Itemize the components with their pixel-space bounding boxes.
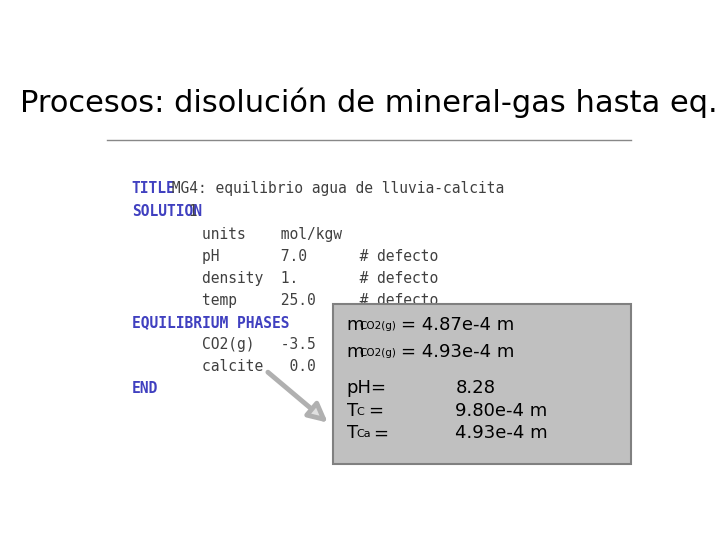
Text: C: C [356, 407, 364, 416]
Text: m: m [347, 343, 364, 361]
Text: =: = [368, 402, 383, 420]
Text: = 4.87e-4 m: = 4.87e-4 m [401, 316, 515, 334]
Text: SOLUTION: SOLUTION [132, 204, 202, 219]
Text: 1: 1 [181, 204, 198, 219]
Text: units    mol/kgw: units mol/kgw [132, 227, 342, 242]
Text: TITLE: TITLE [132, 181, 176, 196]
FancyBboxPatch shape [333, 304, 631, 464]
Text: temp     25.0     # defecto: temp 25.0 # defecto [132, 293, 438, 308]
Text: 9.80e-4 m: 9.80e-4 m [456, 402, 548, 420]
Text: END: END [132, 381, 158, 396]
Text: Ca: Ca [356, 429, 372, 440]
Text: pH       7.0      # defecto: pH 7.0 # defecto [132, 249, 438, 264]
Text: CO2(g): CO2(g) [359, 321, 397, 332]
Text: CO2(g): CO2(g) [359, 348, 397, 359]
Text: pH=: pH= [347, 379, 387, 397]
Text: = 4.93e-4 m: = 4.93e-4 m [401, 343, 515, 361]
Text: T: T [347, 402, 358, 420]
Text: T: T [347, 424, 358, 442]
Text: 4.93e-4 m: 4.93e-4 m [456, 424, 548, 442]
Text: 8.28: 8.28 [456, 379, 495, 397]
Text: density  1.       # defecto: density 1. # defecto [132, 271, 438, 286]
Text: Procesos: disolución de mineral-gas hasta eq.: Procesos: disolución de mineral-gas hast… [20, 87, 718, 118]
Text: =: = [374, 424, 389, 442]
Text: CO2(g)   -3.5: CO2(g) -3.5 [132, 337, 315, 352]
Text: calcite   0.0: calcite 0.0 [132, 359, 315, 374]
Text: EQUILIBRIUM PHASES: EQUILIBRIUM PHASES [132, 315, 289, 330]
Text: m: m [347, 316, 364, 334]
Text: MG4: equilibrio agua de lluvia-calcita: MG4: equilibrio agua de lluvia-calcita [163, 181, 504, 196]
